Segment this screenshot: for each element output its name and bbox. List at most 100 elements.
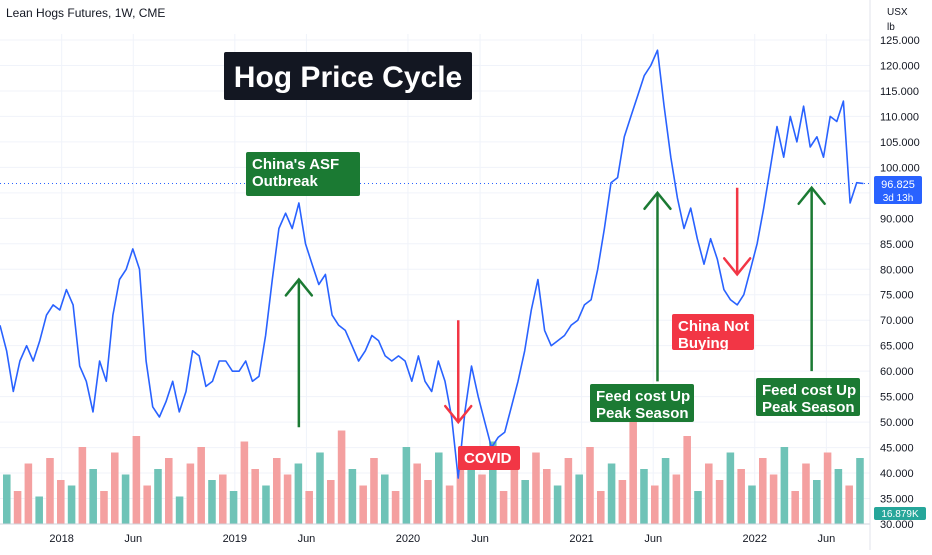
volume-bar (3, 474, 11, 524)
volume-bar (197, 447, 205, 524)
x-tick-label: 2020 (396, 533, 420, 545)
volume-bar (813, 480, 821, 524)
volume-bar (607, 463, 616, 524)
volume-bar (726, 452, 735, 524)
y-tick-label: 75.000 (880, 290, 914, 302)
volume-bar (305, 491, 313, 524)
x-tick-label: 2021 (569, 533, 593, 545)
volume-bar (759, 458, 767, 524)
volume-bar (715, 480, 724, 524)
volume-bar (78, 447, 87, 524)
feed-cost-2022-arrow-head (797, 185, 826, 205)
volume-bar (348, 469, 357, 524)
x-tick-label: Jun (471, 533, 489, 545)
volume-bar (823, 452, 832, 524)
volume-bar (769, 474, 778, 524)
volume-bar (219, 474, 227, 524)
volume-bar (489, 441, 497, 524)
feed-cost-2021-label-text: Feed cost Up (596, 388, 690, 405)
y-tick-label: 50.000 (880, 417, 914, 429)
volume-bar (413, 463, 421, 524)
volume-bar (240, 441, 249, 524)
y-tick-label: 70.000 (880, 315, 914, 327)
volume-bar (262, 485, 270, 524)
volume-bar (672, 474, 681, 524)
last-price-value: 96.825 (881, 179, 915, 191)
volume-bar (834, 469, 843, 524)
volume-bar (46, 458, 54, 524)
y-tick-label: 105.000 (880, 137, 920, 149)
x-tick-label: Jun (124, 533, 142, 545)
volume-bar (251, 469, 259, 524)
volume-bar (89, 469, 97, 524)
volume-bar (121, 474, 130, 524)
volume-bar (24, 463, 33, 524)
volume-bar (575, 474, 583, 524)
y-tick-label: 30.000 (880, 519, 914, 531)
unit-label: lb (887, 22, 895, 33)
china-asf-label-text: China's ASF (252, 156, 339, 173)
volume-bar (543, 469, 551, 524)
china-asf-label-box (246, 152, 360, 196)
y-tick-label: 65.000 (880, 341, 914, 353)
volume-bar (273, 458, 281, 524)
volume-bar (640, 469, 648, 524)
y-tick-label: 40.000 (880, 468, 914, 480)
volume-bar (618, 480, 627, 524)
volume-bar (381, 474, 389, 524)
volume-bar (165, 458, 173, 524)
y-tick-label: 35.000 (880, 494, 914, 506)
volume-bar (780, 447, 789, 524)
y-tick-label: 100.000 (880, 162, 920, 174)
volume-bar (845, 485, 853, 524)
volume-value: 16.879K (881, 509, 919, 520)
covid-label-text: COVID (464, 450, 512, 467)
volume-bar (327, 480, 335, 524)
volume-bar (143, 485, 151, 524)
x-tick-label: 2022 (742, 533, 766, 545)
y-tick-label: 125.000 (880, 35, 920, 47)
volume-bar (402, 447, 411, 524)
volume-bar (337, 430, 346, 524)
volume-bar (445, 485, 454, 524)
volume-bar (283, 474, 292, 524)
volume-bar (856, 458, 864, 524)
volume-bar (737, 469, 745, 524)
china-asf-label-text: Outbreak (252, 173, 319, 190)
volume-bar (316, 452, 324, 524)
volume-bar (13, 491, 22, 524)
volume-bar (683, 436, 691, 524)
volume-bar (370, 458, 378, 524)
volume-bar (586, 447, 594, 524)
x-tick-label: Jun (644, 533, 662, 545)
china-not-buying-label-text: China Not (678, 318, 749, 335)
volume-bar (532, 452, 540, 524)
title-box: Hog Price Cycle (224, 52, 472, 100)
bar-countdown: 3d 13h (883, 193, 914, 204)
x-tick-label: 2018 (49, 533, 73, 545)
x-tick-label: 2019 (223, 533, 247, 545)
volume-bar (67, 485, 76, 524)
volume-bar (294, 463, 303, 524)
volume-bar (208, 480, 216, 524)
volume-bar (802, 463, 810, 524)
y-tick-label: 115.000 (880, 86, 919, 98)
volume-bar (705, 463, 713, 524)
volume-bar (229, 491, 238, 524)
volume-bar (510, 463, 519, 524)
volume-bar (132, 436, 141, 524)
china-asf-arrow-head (284, 277, 314, 297)
volume-bar (154, 469, 162, 524)
currency-label: USX (887, 7, 908, 18)
volume-bar (186, 463, 195, 524)
price-line[interactable] (0, 49, 864, 479)
volume-bar (791, 491, 799, 524)
volume-bar (359, 485, 367, 524)
y-tick-label: 120.000 (880, 60, 920, 72)
covid-arrow-head (443, 404, 473, 425)
volume-bar (175, 496, 184, 524)
volume-tag: 16.879K (874, 507, 926, 520)
volume-bar (456, 469, 465, 524)
